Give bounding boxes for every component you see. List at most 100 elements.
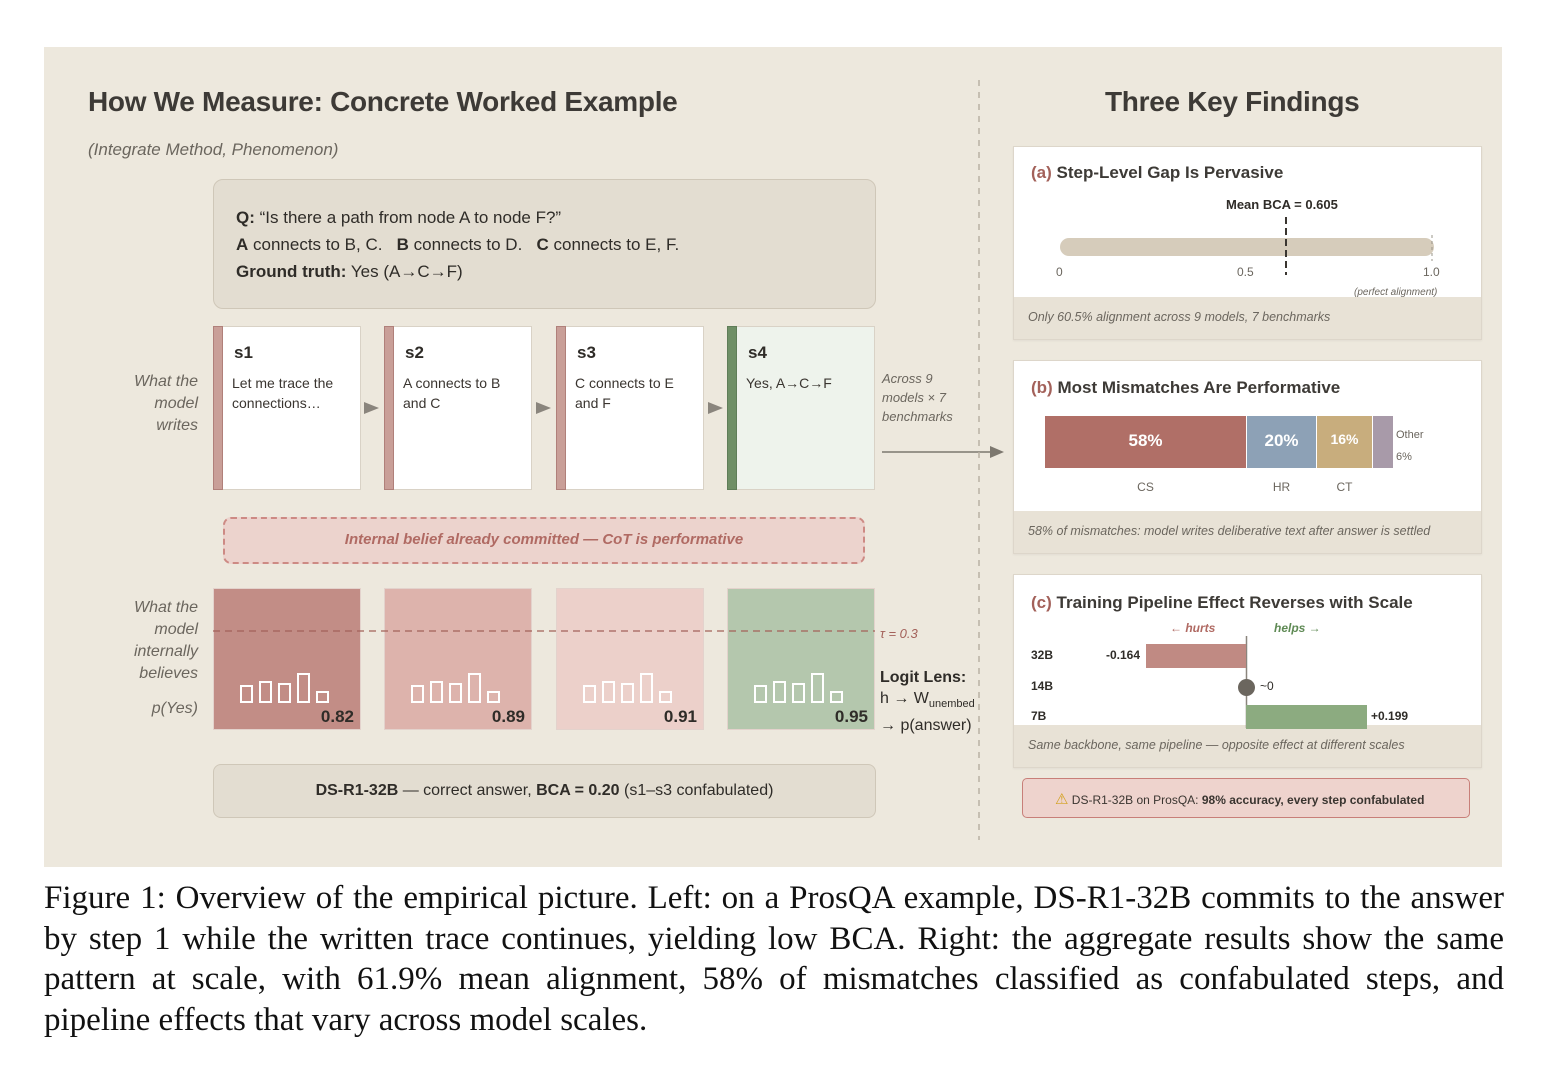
across-note-line: Across 9 bbox=[882, 371, 933, 386]
left-subtitle: (Integrate Method, Phenomenon) bbox=[88, 140, 339, 159]
model-size-label: 14B bbox=[1031, 679, 1054, 693]
step-id: s2 bbox=[405, 343, 424, 362]
belief-histogram-bar bbox=[792, 683, 805, 703]
writes-label: What the model writes bbox=[100, 371, 198, 437]
step-text: C connects to E and F bbox=[575, 375, 674, 411]
tick-label: 0 bbox=[1056, 265, 1063, 279]
warning-text: ⚠ DS-R1-32B on ProsQA: 98% accuracy, eve… bbox=[1055, 790, 1424, 808]
edges-line: A connects to B, C. B connects to D. C c… bbox=[236, 235, 679, 255]
writes-label-line: writes bbox=[156, 417, 198, 434]
belief-histogram-bar bbox=[583, 685, 596, 703]
belief-box-s3: 0.91 bbox=[556, 588, 704, 730]
believes-label-line: What the bbox=[133, 599, 198, 616]
belief-box-s4: 0.95 bbox=[727, 588, 875, 730]
card-title-text: Most Mismatches Are Performative bbox=[1057, 378, 1341, 397]
summary-model: DS-R1-32B bbox=[315, 782, 399, 799]
logit-lens-subscript: unembed bbox=[928, 698, 975, 711]
across-note: Across 9 models × 7 benchmarks bbox=[882, 369, 953, 426]
summary-box: DS-R1-32B — correct answer, BCA = 0.20 (… bbox=[213, 764, 876, 818]
effect-value-label: ~0 bbox=[1260, 679, 1274, 693]
step-id: s3 bbox=[577, 343, 596, 362]
belief-histogram-bar bbox=[316, 691, 329, 703]
to-findings-arrow bbox=[882, 446, 1004, 458]
card-letter: (b) bbox=[1031, 378, 1053, 397]
step-text: A connects to B and C bbox=[403, 375, 501, 411]
left-title: How We Measure: Concrete Worked Example bbox=[88, 86, 678, 117]
step-arrow bbox=[708, 402, 723, 414]
ground-truth-line: Ground truth: Yes (A→C→F) bbox=[236, 262, 463, 282]
card-a-footer: Only 60.5% alignment across 9 models, 7 … bbox=[1014, 297, 1481, 339]
summary-tail: (s1–s3 confabulated) bbox=[619, 782, 774, 799]
panel-divider bbox=[978, 80, 980, 840]
card-a-foot-text: Only 60.5% alignment across 9 models, 7 … bbox=[1028, 310, 1331, 324]
belief-histogram-bar bbox=[297, 673, 310, 703]
summary-bca: BCA = 0.20 bbox=[536, 782, 620, 799]
helps-label: helps → bbox=[1274, 621, 1321, 635]
step-text: Yes, A→C→F bbox=[746, 375, 832, 391]
step-arrow bbox=[364, 402, 379, 414]
card-b-foot-text: 58% of mismatches: model writes delibera… bbox=[1028, 524, 1431, 538]
belief-value: 0.89 bbox=[491, 707, 525, 726]
finding-card-a: (a) Step-Level Gap Is Pervasive Mean BCA… bbox=[1013, 146, 1482, 340]
question-text: “Is there a path from node A to node F?” bbox=[259, 208, 562, 227]
bca-track bbox=[1060, 238, 1434, 256]
p-yes-label: p(Yes) bbox=[151, 700, 198, 717]
belief-histogram-bar bbox=[278, 683, 291, 703]
mismatch-segment bbox=[1373, 416, 1393, 468]
mismatch-category-label: CT bbox=[1336, 480, 1353, 494]
effect-value-label: -0.164 bbox=[1106, 648, 1141, 662]
tau-label: τ = 0.3 bbox=[880, 626, 918, 641]
belief-histogram-bar bbox=[811, 673, 824, 703]
effect-zero-dot bbox=[1238, 679, 1255, 696]
belief-histogram-bar bbox=[602, 681, 615, 703]
committed-note-box: Internal belief already committed — CoT … bbox=[223, 517, 865, 564]
step-id: s4 bbox=[748, 343, 767, 362]
belief-histogram-bar bbox=[259, 681, 272, 703]
ground-truth-label: Ground truth: bbox=[236, 262, 347, 281]
committed-note: Internal belief already committed — CoT … bbox=[344, 531, 744, 548]
step-card-s3: s3 C connects to E and F bbox=[556, 326, 704, 490]
step-marker bbox=[556, 326, 566, 490]
belief-value: 0.82 bbox=[320, 707, 354, 726]
logit-lens-output: → p(answer) bbox=[880, 717, 972, 735]
perfect-marker bbox=[1431, 235, 1433, 261]
model-size-label: 32B bbox=[1031, 648, 1054, 662]
belief-histogram-bar bbox=[487, 691, 500, 703]
belief-histogram-bar bbox=[659, 691, 672, 703]
perfect-alignment-label: (perfect alignment) bbox=[1354, 287, 1438, 298]
other-pct: 6% bbox=[1396, 451, 1412, 463]
card-c-footer: Same backbone, same pipeline — opposite … bbox=[1014, 725, 1481, 767]
mismatch-category-label: HR bbox=[1272, 480, 1291, 494]
card-b-title: (b) Most Mismatches Are Performative bbox=[1031, 378, 1340, 398]
belief-histogram-bar bbox=[830, 691, 843, 703]
card-b-footer: 58% of mismatches: model writes delibera… bbox=[1014, 511, 1481, 553]
step-card-s2: s2 A connects to B and C bbox=[384, 326, 532, 490]
mismatch-segment-label: 20% bbox=[1264, 431, 1299, 450]
warning-icon: ⚠ bbox=[1055, 791, 1069, 808]
mismatch-segment: 20% bbox=[1247, 416, 1316, 468]
card-c-title: (c) Training Pipeline Effect Reverses wi… bbox=[1031, 593, 1413, 613]
tick-label: 0.5 bbox=[1237, 265, 1254, 279]
card-a-title: (a) Step-Level Gap Is Pervasive bbox=[1031, 163, 1283, 183]
edge-node: B bbox=[396, 235, 409, 254]
other-label: Other 6% bbox=[1396, 424, 1424, 468]
step-marker bbox=[213, 326, 223, 490]
mean-bca-marker bbox=[1285, 217, 1287, 275]
mismatch-segment-label: 58% bbox=[1128, 431, 1163, 450]
edge-text: connects to B, C. bbox=[248, 235, 383, 254]
belief-histogram-bar bbox=[621, 683, 634, 703]
finding-card-c: (c) Training Pipeline Effect Reverses wi… bbox=[1013, 574, 1482, 768]
mean-bca-label: Mean BCA = 0.605 bbox=[1226, 197, 1338, 212]
belief-histogram-bar bbox=[640, 673, 653, 703]
step-card-s4: s4 Yes, A→C→F bbox=[727, 326, 875, 490]
mismatch-segment-label: 16% bbox=[1330, 431, 1359, 447]
card-c-foot-text: Same backbone, same pipeline — opposite … bbox=[1028, 738, 1405, 752]
belief-histogram-bar bbox=[754, 685, 767, 703]
card-title-text: Step-Level Gap Is Pervasive bbox=[1056, 163, 1284, 182]
card-title-text: Training Pipeline Effect Reverses with S… bbox=[1056, 593, 1413, 612]
believes-label-line: internally bbox=[133, 643, 198, 660]
tau-threshold-line bbox=[213, 630, 875, 632]
logit-lens-formula: h → W bbox=[880, 690, 929, 707]
mismatch-category-label: CS bbox=[1137, 480, 1154, 494]
belief-value: 0.95 bbox=[834, 707, 868, 726]
